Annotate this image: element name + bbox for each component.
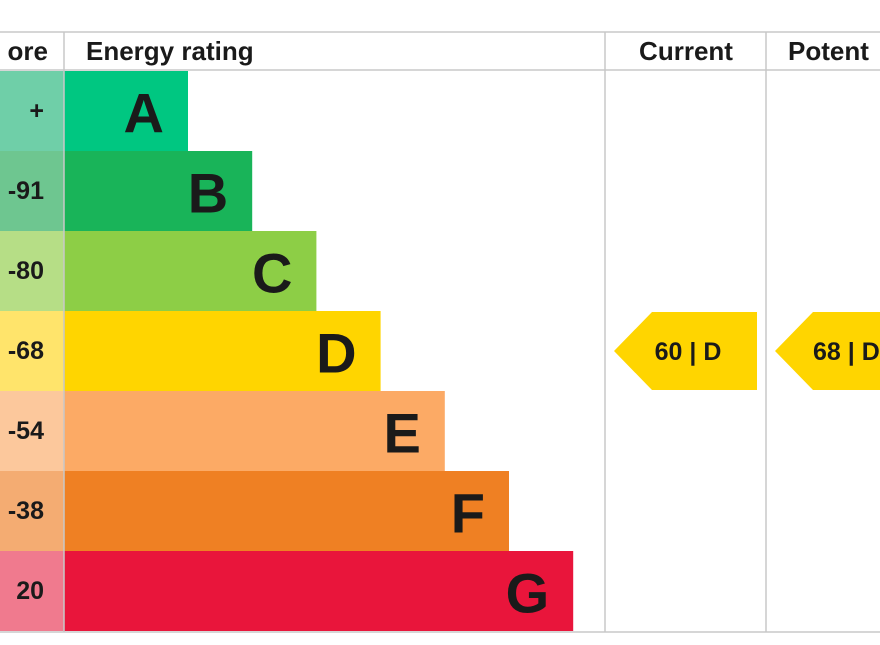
score-cell <box>0 311 64 391</box>
potential-arrow <box>775 312 880 390</box>
rating-bar <box>64 71 188 151</box>
score-cell <box>0 551 64 631</box>
table-lines <box>0 31 880 633</box>
rating-bar <box>64 231 317 311</box>
score-cell <box>0 231 64 311</box>
rating-letter: D <box>316 322 356 385</box>
current-header: Current <box>639 36 733 66</box>
score-cell <box>0 151 64 231</box>
score-range: -38 <box>8 497 44 525</box>
score-range: -54 <box>8 417 44 445</box>
score-range: -80 <box>8 257 44 285</box>
current-rating: 60 | D <box>614 312 757 390</box>
rating-bar <box>64 311 381 391</box>
score-header: ore <box>8 36 48 66</box>
score-cell <box>0 71 64 151</box>
potential-label: 68 | D <box>813 338 880 366</box>
rating-letter: B <box>188 162 228 225</box>
potential-header: Potent <box>788 36 869 66</box>
score-range: + <box>29 97 44 125</box>
rating-letter: A <box>124 82 164 145</box>
rating-bar <box>64 151 253 231</box>
rating-letter: G <box>506 562 550 625</box>
rating-bar <box>64 551 574 631</box>
score-range: 20 <box>16 577 44 605</box>
potential-rating: 68 | D <box>775 312 880 390</box>
rating-header: Energy rating <box>86 36 254 66</box>
rating-letter: F <box>451 482 485 545</box>
rows: + A -91 B -80 C -68 D -54 E -38 F 20 G <box>0 71 574 631</box>
current-arrow <box>614 312 757 390</box>
score-range: -68 <box>8 337 44 365</box>
rating-bar <box>64 391 445 471</box>
score-range: -91 <box>8 177 44 205</box>
rating-letter: C <box>252 242 292 305</box>
score-cell <box>0 391 64 471</box>
rating-bar <box>64 471 509 551</box>
current-label: 60 | D <box>655 338 722 366</box>
rating-letter: E <box>383 402 420 465</box>
score-cell <box>0 471 64 551</box>
